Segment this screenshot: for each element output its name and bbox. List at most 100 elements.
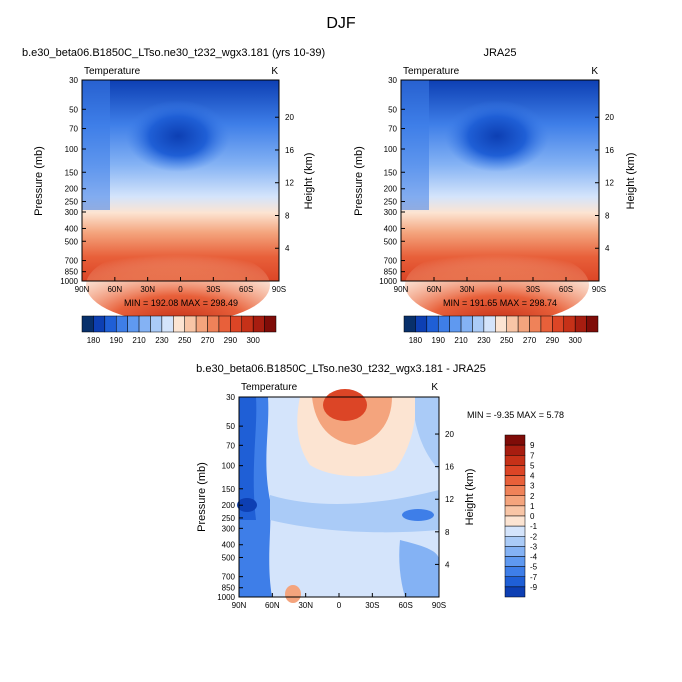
colorbar-swatch xyxy=(504,546,526,557)
colorbar-swatch xyxy=(586,315,599,333)
colorbar-swatch xyxy=(504,444,526,456)
colorbar-label: -9 xyxy=(530,583,538,592)
colorbar-label: 1 xyxy=(530,502,535,511)
colorbar-swatch xyxy=(495,315,507,333)
panel-reanalysis-y2label: Height (km) xyxy=(625,153,637,210)
y-tick-label: 300 xyxy=(65,208,79,217)
y-tick-label: 250 xyxy=(384,198,398,207)
y-tick-label: 30 xyxy=(226,393,235,402)
panel-difference-stats: MIN = -9.35 MAX = 5.78 xyxy=(467,410,564,420)
colorbar-swatch xyxy=(104,315,117,333)
y2-tick-label: 8 xyxy=(605,211,610,220)
panel-model-variable: Temperature xyxy=(84,66,141,77)
colorbar-label: 0 xyxy=(530,512,535,521)
panel-difference-plot xyxy=(237,389,440,603)
colorbar-label: 7 xyxy=(530,451,535,460)
colorbar-label: 290 xyxy=(546,336,560,345)
panel-difference-units: K xyxy=(431,382,438,393)
y2-tick-label: 12 xyxy=(605,179,614,188)
panel-reanalysis-title: JRA25 xyxy=(483,47,516,59)
y-tick-label: 700 xyxy=(222,573,236,582)
colorbar-swatch xyxy=(504,576,526,588)
panel-difference: b.e30_beta06.B1850C_LTso.ne30_t232_wgx3.… xyxy=(196,363,564,610)
y2-tick-label: 16 xyxy=(445,463,454,472)
colorbar-swatch xyxy=(218,315,231,333)
colorbar-temperature-right: 180 190 210 230 250 270 290 300 xyxy=(403,315,599,345)
colorbar-swatch xyxy=(241,315,254,333)
colorbar-label: 210 xyxy=(454,336,468,345)
x-tick-label: 0 xyxy=(178,285,183,294)
y-tick-label: 850 xyxy=(384,268,398,277)
x-tick-label: 90N xyxy=(394,285,409,294)
colorbar-swatch xyxy=(437,315,450,333)
y-tick-label: 30 xyxy=(388,76,397,85)
x-tick-label: 30S xyxy=(206,285,220,294)
y-tick-label: 100 xyxy=(65,145,79,154)
colorbar-temperature-left: 180 190 210 230 250 270 290 300 xyxy=(81,315,277,345)
y-tick-label: 700 xyxy=(65,257,79,266)
colorbar-swatch xyxy=(552,315,565,333)
y-tick-label: 850 xyxy=(222,584,236,593)
y-tick-label: 200 xyxy=(384,185,398,194)
colorbar-label: 4 xyxy=(530,472,535,481)
x-tick-label: 30N xyxy=(298,601,313,610)
colorbar-swatch xyxy=(504,485,526,496)
colorbar-label: -4 xyxy=(530,553,538,562)
panel-model: b.e30_beta06.B1850C_LTso.ne30_t232_wgx3.… xyxy=(22,47,325,323)
x-tick-label: 60S xyxy=(239,285,253,294)
x-tick-label: 0 xyxy=(498,285,503,294)
panel-model-y2label: Height (km) xyxy=(303,153,315,210)
x-tick-label: 90N xyxy=(232,601,247,610)
y2-tick-label: 8 xyxy=(445,528,450,537)
colorbar-label: -5 xyxy=(530,563,538,572)
panel-difference-y2label: Height (km) xyxy=(464,469,476,526)
y2-tick-label: 4 xyxy=(285,244,290,253)
y-tick-label: 250 xyxy=(222,514,236,523)
panel-difference-ylabel: Pressure (mb) xyxy=(196,462,208,532)
colorbar-swatch xyxy=(426,315,439,333)
colorbar-label: 3 xyxy=(530,482,535,491)
colorbar-label: 300 xyxy=(246,336,260,345)
y-tick-label: 200 xyxy=(222,501,236,510)
colorbar-swatch xyxy=(506,315,519,333)
colorbar-swatch xyxy=(264,315,277,333)
y2-tick-label: 20 xyxy=(605,113,614,122)
colorbar-label: 180 xyxy=(409,336,423,345)
x-tick-label: 60N xyxy=(107,285,122,294)
colorbar-swatch xyxy=(540,315,553,333)
colorbar-swatch xyxy=(115,315,128,333)
y-tick-label: 150 xyxy=(65,168,79,177)
x-tick-label: 60S xyxy=(399,601,413,610)
y-tick-label: 100 xyxy=(384,145,398,154)
y2-tick-label: 4 xyxy=(445,560,450,569)
colorbar-label: 9 xyxy=(530,441,535,450)
figure-title: DJF xyxy=(326,15,356,32)
colorbar-label: 250 xyxy=(178,336,192,345)
colorbar-label: 180 xyxy=(87,336,101,345)
colorbar-label: -3 xyxy=(530,542,538,551)
colorbar-swatch xyxy=(504,505,526,517)
panel-model-units: K xyxy=(271,66,278,77)
colorbar-swatch xyxy=(150,315,163,333)
colorbar-swatch xyxy=(81,315,94,333)
panel-model-stats: MIN = 192.08 MAX = 298.49 xyxy=(124,298,238,308)
colorbar-swatch xyxy=(563,315,576,333)
colorbar-swatch xyxy=(207,315,220,333)
colorbar-swatch xyxy=(93,315,106,333)
y-tick-label: 70 xyxy=(69,125,78,134)
colorbar-swatch xyxy=(529,315,542,333)
y2-tick-label: 20 xyxy=(445,430,454,439)
panel-difference-variable: Temperature xyxy=(241,382,298,393)
y-tick-label: 50 xyxy=(226,422,235,431)
y-tick-label: 100 xyxy=(222,462,236,471)
colorbar-swatch xyxy=(504,455,526,466)
colorbar-label: 5 xyxy=(530,461,535,470)
x-tick-label: 90S xyxy=(592,285,606,294)
y2-tick-label: 16 xyxy=(605,146,614,155)
colorbar-swatch xyxy=(460,315,473,333)
panel-reanalysis-units: K xyxy=(591,66,598,77)
colorbar-swatch xyxy=(504,475,526,486)
y-tick-label: 850 xyxy=(65,268,79,277)
